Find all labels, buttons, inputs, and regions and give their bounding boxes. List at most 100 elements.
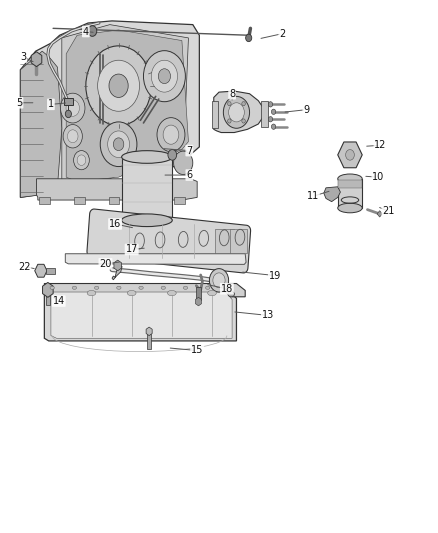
- Polygon shape: [214, 91, 263, 133]
- Circle shape: [108, 131, 130, 158]
- Text: 5: 5: [16, 98, 23, 108]
- Polygon shape: [44, 290, 237, 341]
- Bar: [338, 179, 362, 208]
- Bar: [144, 197, 154, 204]
- Circle shape: [209, 269, 229, 292]
- Text: 13: 13: [262, 310, 274, 320]
- Circle shape: [229, 103, 244, 122]
- Text: 9: 9: [303, 104, 309, 115]
- Circle shape: [246, 34, 252, 42]
- Bar: [39, 197, 49, 204]
- Bar: [196, 287, 201, 300]
- Polygon shape: [87, 209, 251, 273]
- Bar: [46, 268, 55, 274]
- Polygon shape: [20, 51, 62, 197]
- Polygon shape: [44, 284, 245, 297]
- Circle shape: [242, 119, 245, 123]
- Ellipse shape: [208, 290, 216, 296]
- Circle shape: [157, 118, 185, 152]
- Text: 2: 2: [279, 29, 286, 39]
- Text: 22: 22: [18, 262, 31, 271]
- Polygon shape: [112, 265, 122, 280]
- Circle shape: [144, 51, 185, 102]
- Circle shape: [77, 155, 86, 165]
- Polygon shape: [65, 254, 246, 264]
- Ellipse shape: [228, 286, 232, 289]
- Bar: [230, 229, 247, 253]
- Ellipse shape: [72, 286, 77, 289]
- Ellipse shape: [184, 286, 187, 289]
- Circle shape: [272, 124, 276, 130]
- Ellipse shape: [139, 286, 143, 289]
- Circle shape: [242, 102, 245, 106]
- Text: 8: 8: [229, 88, 235, 99]
- Bar: [215, 229, 234, 253]
- Ellipse shape: [122, 151, 172, 163]
- Circle shape: [163, 125, 179, 144]
- Bar: [109, 197, 120, 204]
- Circle shape: [346, 150, 354, 160]
- Text: 7: 7: [186, 146, 192, 156]
- Circle shape: [228, 119, 231, 123]
- Circle shape: [113, 138, 124, 151]
- Text: 4: 4: [83, 27, 89, 37]
- Ellipse shape: [205, 286, 210, 289]
- Polygon shape: [51, 292, 232, 338]
- Circle shape: [100, 122, 137, 166]
- Text: 17: 17: [126, 245, 138, 254]
- Circle shape: [228, 102, 231, 106]
- Bar: [46, 289, 49, 305]
- Polygon shape: [324, 187, 340, 201]
- Circle shape: [272, 109, 276, 115]
- Ellipse shape: [228, 292, 234, 297]
- Polygon shape: [20, 21, 199, 197]
- Text: 10: 10: [372, 172, 385, 182]
- Text: 12: 12: [374, 140, 387, 150]
- Polygon shape: [66, 30, 188, 181]
- Circle shape: [168, 150, 177, 160]
- Circle shape: [66, 100, 79, 116]
- Text: 15: 15: [191, 345, 203, 356]
- Text: 3: 3: [20, 52, 26, 62]
- Polygon shape: [36, 179, 197, 200]
- Ellipse shape: [338, 203, 362, 213]
- Circle shape: [98, 60, 140, 111]
- Circle shape: [268, 117, 273, 122]
- Circle shape: [74, 151, 89, 169]
- Bar: [174, 197, 185, 204]
- Circle shape: [88, 26, 97, 36]
- Text: 11: 11: [307, 191, 319, 201]
- Ellipse shape: [161, 286, 166, 289]
- Ellipse shape: [87, 290, 96, 296]
- Ellipse shape: [167, 290, 176, 296]
- Text: 16: 16: [109, 219, 121, 229]
- Ellipse shape: [95, 286, 99, 289]
- Text: 14: 14: [53, 296, 65, 306]
- Circle shape: [67, 130, 78, 143]
- Circle shape: [60, 93, 85, 123]
- Text: 1: 1: [48, 99, 54, 109]
- Text: 18: 18: [221, 284, 233, 294]
- Bar: [212, 101, 218, 128]
- Circle shape: [65, 110, 71, 118]
- Circle shape: [109, 74, 128, 98]
- Text: 19: 19: [269, 271, 281, 280]
- Circle shape: [268, 102, 273, 107]
- Bar: [122, 159, 172, 220]
- Circle shape: [86, 46, 151, 126]
- Text: 20: 20: [99, 259, 112, 269]
- Text: 6: 6: [186, 170, 192, 180]
- Bar: [338, 180, 362, 188]
- Circle shape: [63, 125, 82, 148]
- Circle shape: [213, 273, 225, 288]
- Text: 21: 21: [382, 206, 395, 216]
- Bar: [74, 197, 85, 204]
- Circle shape: [151, 60, 177, 92]
- Circle shape: [173, 151, 193, 174]
- Bar: [261, 101, 268, 127]
- Polygon shape: [62, 25, 188, 181]
- Bar: [64, 98, 73, 106]
- Bar: [148, 334, 151, 349]
- Ellipse shape: [117, 286, 121, 289]
- Circle shape: [158, 69, 170, 84]
